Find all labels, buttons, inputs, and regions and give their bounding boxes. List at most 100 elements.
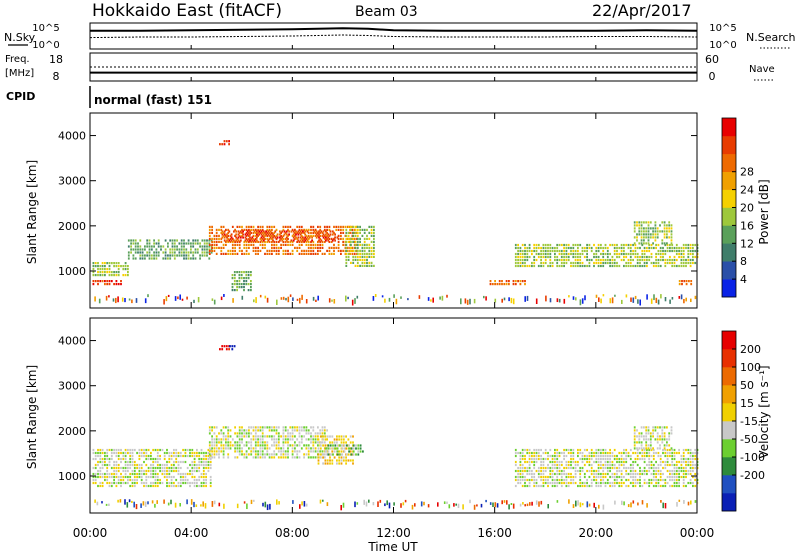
power-cell-9 [643, 252, 646, 256]
velocity-cell-0 [101, 460, 104, 464]
velocity-cell-6 [604, 451, 607, 455]
power-cell-2 [134, 245, 137, 248]
velocity-cell-6 [574, 472, 577, 476]
velocity-cell-1 [271, 456, 273, 459]
velocity-cell-1 [261, 447, 264, 450]
velocity-cell-3 [359, 447, 362, 450]
velocity-cell-6 [535, 481, 538, 485]
power-cell-2 [208, 239, 211, 242]
velocity-cell-6 [675, 472, 678, 476]
power-cell-3 [303, 240, 305, 243]
velocity-cell-3 [341, 453, 344, 456]
velocity-cell-0 [136, 451, 138, 455]
power-cell-9 [558, 264, 561, 268]
power-cell-3 [296, 249, 299, 252]
power-cell-10 [656, 227, 659, 230]
power-cell-10 [643, 221, 645, 224]
velocity-cell-1 [266, 441, 269, 444]
power-cell-10 [663, 230, 666, 233]
power-cell-9 [636, 255, 639, 259]
velocity-cell-1 [310, 450, 312, 453]
power-cell-3 [312, 246, 315, 249]
power-cell-9 [526, 255, 529, 259]
velocity-cell-6 [542, 451, 545, 455]
power-cell-0 [104, 283, 106, 286]
velocity-cell-1 [284, 453, 287, 456]
velocity-cell-0 [115, 466, 118, 470]
velocity-cell-0 [154, 466, 157, 470]
velocity-cell-1 [225, 435, 227, 438]
velocity-cell-6 [685, 466, 687, 470]
power-cell-1 [113, 262, 115, 265]
velocity-cell-6 [602, 451, 605, 455]
velocity-cell-6 [659, 484, 662, 488]
power-cell-3 [273, 231, 276, 234]
power-cell-2 [167, 242, 169, 245]
velocity-ground-scatter [664, 503, 667, 509]
power-cell-1 [104, 274, 106, 277]
velocity-cell-0 [124, 454, 127, 458]
velocity-cell-0 [131, 448, 134, 452]
power-cell-2 [127, 254, 130, 257]
power-cell-9 [556, 243, 559, 247]
velocity-cell-6 [537, 454, 540, 458]
velocity-cell-1 [227, 426, 230, 429]
velocity-cell-2 [324, 435, 327, 438]
velocity-cell-3 [332, 444, 334, 447]
velocity-cell-0 [198, 454, 201, 458]
power-cell-9 [613, 258, 616, 262]
power-cell-5 [373, 237, 375, 240]
velocity-cell-0 [129, 448, 132, 452]
velocity-cell-1 [248, 441, 250, 444]
velocity-cell-1 [282, 429, 285, 432]
power-cell-4 [249, 230, 251, 233]
power-cell-3 [287, 249, 289, 252]
velocity-cell-6 [652, 463, 655, 467]
power-ground-scatter [317, 295, 319, 301]
power-cell-9 [521, 249, 524, 253]
power-cell-1 [127, 271, 129, 274]
power-cell-2 [164, 251, 167, 254]
power-ground-scatter [259, 294, 262, 298]
power-cell-6 [233, 277, 236, 280]
power-cell-3 [264, 237, 266, 240]
power-cell-1 [94, 265, 97, 268]
velocity-cell-6 [685, 463, 687, 467]
velocity-cell-6 [583, 472, 586, 476]
power-cell-3 [333, 237, 335, 240]
power-cell-10 [647, 230, 650, 233]
velocity-cell-6 [600, 457, 602, 461]
power-cell-4 [237, 239, 240, 242]
power-cell-10 [670, 227, 673, 230]
power-cell-3 [277, 252, 280, 255]
power-cell-2 [130, 245, 132, 248]
power-cell-4 [288, 230, 290, 233]
power-cell-5 [363, 246, 366, 249]
velocity-cell-3 [343, 450, 346, 453]
power-cell-2 [176, 254, 178, 257]
power-cell-2 [173, 242, 176, 245]
velocity-cell-6 [609, 457, 611, 461]
velocity-cell-0 [131, 454, 134, 458]
velocity-cell-6 [685, 472, 687, 476]
velocity-ground-scatter [457, 503, 460, 509]
power-cell-3 [289, 243, 292, 246]
velocity-cell-1 [312, 456, 315, 459]
power-cell-4 [288, 233, 290, 236]
velocity-cell-6 [620, 478, 623, 482]
velocity-cell-6 [547, 466, 549, 470]
velocity-cell-1 [303, 444, 305, 447]
power-cell-5 [368, 249, 371, 252]
power-cell-5 [345, 264, 348, 267]
velocity-cell-1 [213, 438, 216, 441]
power-cell-2 [194, 251, 197, 254]
power-ground-scatter [432, 297, 434, 303]
power-cell-9 [611, 261, 614, 265]
velocity-cell-1 [266, 435, 269, 438]
power-cell-6 [250, 286, 252, 289]
power-cell-9 [629, 243, 632, 247]
power-cell-9 [521, 243, 524, 247]
power-cell-9 [646, 255, 648, 259]
velocity-cell-6 [549, 475, 552, 479]
